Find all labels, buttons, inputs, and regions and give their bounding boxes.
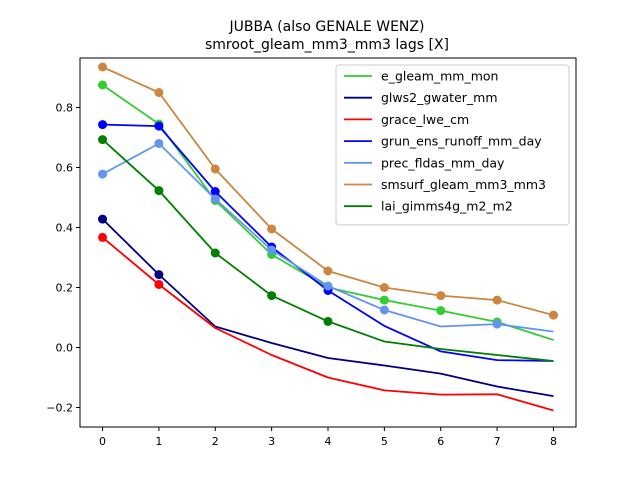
data-point [98, 214, 108, 224]
data-point [98, 232, 108, 242]
legend-label: grun_ens_runoff_mm_day [381, 134, 542, 149]
x-tick-label: 6 [437, 435, 444, 448]
data-point [548, 310, 558, 320]
x-tick-label: 2 [212, 435, 219, 448]
data-point [210, 194, 220, 204]
y-tick-label: 0.4 [56, 222, 74, 235]
data-point [210, 187, 220, 196]
series-glws2_gwater_mm [98, 214, 554, 397]
x-tick-label: 1 [155, 435, 162, 448]
data-point [154, 139, 164, 148]
series-line [101, 236, 554, 412]
data-point [492, 295, 502, 305]
legend-label: lai_gimms4g_m2_m2 [381, 199, 513, 214]
data-point [436, 306, 446, 316]
data-point [98, 135, 108, 145]
data-point [154, 280, 164, 289]
data-point [436, 291, 446, 301]
data-point [210, 164, 220, 174]
series-grace_lwe_cm [98, 232, 554, 412]
series-prec_fldas_mm_day [98, 139, 554, 333]
x-tick-label: 3 [268, 435, 275, 448]
series-layer [98, 62, 558, 412]
legend: e_gleam_mm_mon glws2_gwater_mm grace_lwe_c… [335, 64, 570, 226]
data-point [267, 224, 277, 234]
axis-layer: 0 1 2 3 4 5 6 7 8 −0.2 0.0 0.2 0.4 0.6 0.8 [46, 102, 557, 449]
y-tick-label: −0.2 [46, 402, 73, 415]
series-lai_gimms4g_m2_m2 [98, 135, 554, 362]
legend-box [335, 64, 570, 226]
y-tick-label: 0.2 [56, 282, 74, 295]
legend-item: lai_gimms4g_m2_m2 [344, 199, 513, 214]
data-point [154, 121, 164, 131]
data-point [154, 270, 164, 280]
x-tick-label: 5 [381, 435, 388, 448]
data-point [492, 319, 502, 329]
y-tick-label: 0.8 [56, 102, 74, 115]
data-point [379, 295, 389, 305]
x-tick-label: 0 [99, 435, 106, 448]
chart-title: JUBBA (also GENALE WENZ) [229, 19, 425, 35]
legend-label: e_gleam_mm_mon [381, 69, 498, 84]
legend-item: glws2_gwater_mm [344, 90, 498, 105]
data-point [154, 186, 164, 196]
data-point [98, 120, 108, 130]
data-point [98, 169, 108, 179]
legend-label: glws2_gwater_mm [381, 90, 498, 105]
y-tick-label: 0.0 [56, 342, 74, 355]
data-point [323, 316, 333, 326]
series-line [101, 218, 554, 397]
legend-item: grun_ens_runoff_mm_day [344, 134, 542, 149]
legend-label: grace_lwe_cm [381, 112, 469, 127]
data-point [98, 80, 108, 90]
series-smsurf_gleam_mm3_mm3 [98, 62, 558, 320]
data-point [210, 248, 220, 258]
data-point [267, 291, 277, 301]
legend-label: prec_fldas_mm_day [381, 155, 505, 170]
x-tick-label: 7 [494, 435, 501, 448]
data-point [379, 305, 389, 315]
legend-item: e_gleam_mm_mon [344, 69, 498, 84]
legend-label: smsurf_gleam_mm3_mm3 [381, 177, 546, 192]
data-point [323, 281, 333, 291]
data-point [379, 283, 389, 292]
data-point [98, 62, 108, 72]
legend-item: grace_lwe_cm [344, 112, 469, 127]
chart-subtitle: smroot_gleam_mm3_mm3 lags [X] [205, 37, 449, 53]
y-tick-label: 0.6 [56, 162, 74, 175]
x-tick-label: 8 [550, 435, 557, 448]
legend-item: prec_fldas_mm_day [344, 155, 505, 170]
data-point [267, 245, 277, 255]
data-point [323, 266, 333, 276]
data-point [154, 88, 164, 97]
legend-item: smsurf_gleam_mm3_mm3 [344, 177, 546, 192]
x-tick-label: 4 [325, 435, 332, 448]
